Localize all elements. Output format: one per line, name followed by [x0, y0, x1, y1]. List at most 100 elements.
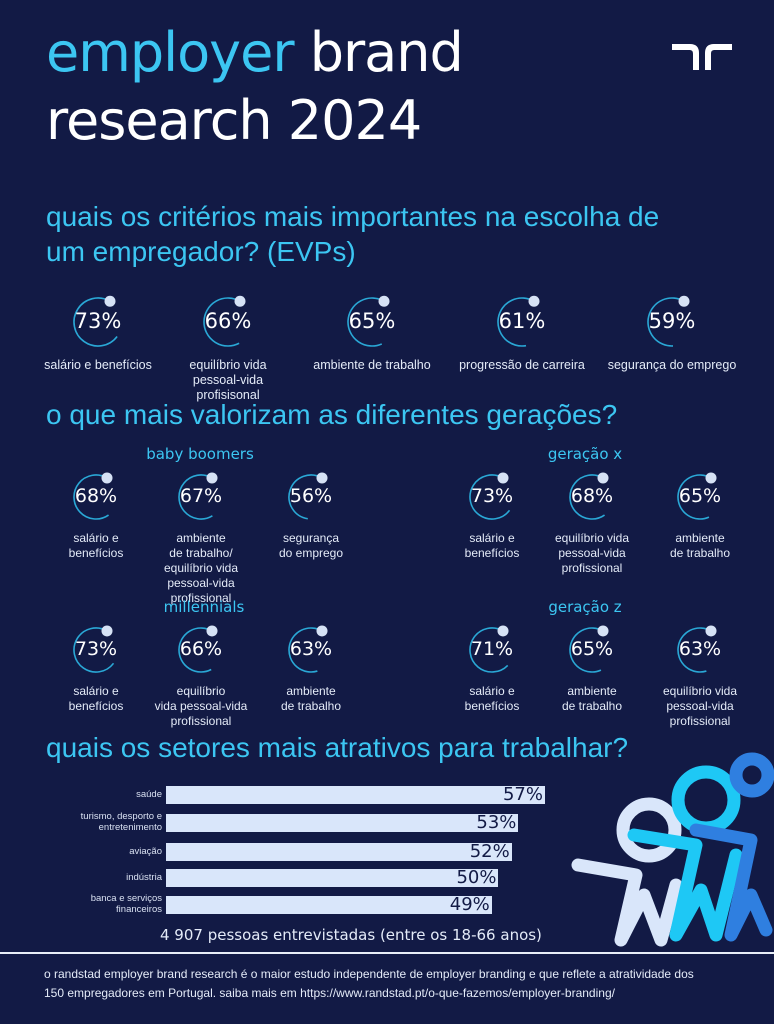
ring-label: ambiente de trabalho: [669, 531, 731, 560]
bar-value-label: 50%: [456, 867, 497, 888]
footer-line-1: o randstad employer brand research é o m…: [44, 967, 694, 981]
footer-line-2[interactable]: 150 empregadores em Portugal. saiba mais…: [44, 986, 615, 1000]
ring-percent: 59%: [648, 308, 696, 333]
ring-stat: 73% salário e benefícios: [427, 467, 557, 561]
ring-label: salário e benefícios: [44, 358, 152, 372]
ring-percent: 68%: [570, 485, 614, 508]
ring-label: ambiente de trabalho/ equilíbrio vida pe…: [163, 531, 239, 605]
ring-stat: 59% segurança do emprego: [607, 290, 737, 373]
progress-ring-icon: [347, 295, 390, 347]
bar-category-label: aviação: [129, 846, 162, 857]
section1-heading-2: um empregador? (EVPs): [46, 236, 356, 267]
bar-category-label: saúde: [136, 789, 162, 800]
ring-stat: 63% equilíbrio vida pessoal-vida profiss…: [635, 620, 765, 729]
progress-ring-icon: [288, 625, 328, 673]
progress-ring-icon: [677, 625, 717, 673]
footer-text: o randstad employer brand research é o m…: [44, 965, 770, 1003]
ring-label: salário e benefícios: [464, 684, 520, 713]
ring-stat: 67% ambiente de trabalho/ equilíbrio vid…: [136, 467, 266, 606]
progress-ring-icon: [469, 625, 509, 673]
bar: 52%: [166, 841, 512, 862]
progress-ring-icon: [73, 625, 115, 673]
title-employer: employer: [46, 21, 295, 84]
ring-percent: 67%: [179, 485, 223, 508]
ring-label: segurança do emprego: [607, 358, 737, 372]
section1-heading-1: quais os critérios mais importantes na e…: [46, 201, 660, 232]
ring-label: ambiente de trabalho: [561, 684, 623, 713]
progress-ring-icon: [569, 472, 609, 520]
sample-caption: 4 907 pessoas entrevistadas (entre os 18…: [160, 926, 542, 944]
progress-ring-icon: [288, 472, 328, 520]
people-figures-icon: [571, 752, 774, 947]
ring-stat: 66% equilíbrio vida pessoal-vida profiss…: [136, 620, 266, 729]
bar-row: saúde 57%: [0, 784, 774, 805]
bar-row: banca e serviços financeiros 49%: [0, 893, 774, 915]
ring-stat: 68% salário e benefícios: [31, 467, 161, 561]
generation-heading: baby boomers: [146, 445, 254, 463]
ring-label: ambiente de trabalho: [313, 358, 431, 372]
bar: 53%: [166, 812, 519, 833]
generation-heading: geração z: [548, 598, 622, 616]
ring-label: equilíbrio vida pessoal-vida profissiona…: [554, 531, 630, 575]
progress-ring-icon: [178, 625, 218, 673]
ring-percent: 65%: [348, 308, 396, 333]
ring-percent: 71%: [470, 638, 514, 661]
bar-value-label: 49%: [449, 894, 490, 915]
ring-percent: 73%: [74, 638, 118, 661]
progress-ring-icon: [73, 472, 113, 520]
ring-label: equilíbrio vida pessoal-vida profissiona…: [662, 684, 738, 728]
ring-percent: 73%: [74, 308, 122, 333]
ring-label: salário e benefícios: [68, 684, 124, 713]
ring-label: equilíbrio vida pessoal-vida profisisona…: [189, 358, 267, 402]
ring-stat: 65% ambiente de trabalho: [635, 467, 765, 561]
bar-category-label: banca e serviços financeiros: [90, 893, 162, 915]
bar: 49%: [166, 894, 492, 915]
divider: [0, 952, 774, 954]
section3-heading: quais os setores mais atrativos para tra…: [46, 732, 629, 763]
progress-ring-icon: [203, 295, 246, 347]
ring-percent: 63%: [289, 638, 333, 661]
ring-stat: 61% progressão de carreira: [457, 290, 587, 373]
ring-stat: 65% ambiente de trabalho: [527, 620, 657, 714]
ring-stat: 56% segurança do emprego: [246, 467, 376, 561]
progress-ring-icon: [647, 295, 690, 347]
ring-percent: 61%: [498, 308, 546, 333]
progress-ring-icon: [497, 295, 540, 347]
bar-category-label: indústria: [126, 872, 162, 883]
ring-percent: 66%: [204, 308, 252, 333]
ring-label: salário e benefícios: [464, 531, 520, 560]
ring-label: progressão de carreira: [459, 358, 585, 372]
progress-ring-icon: [178, 472, 218, 520]
generation-heading: millennials: [163, 598, 245, 616]
ring-percent: 63%: [678, 638, 722, 661]
bar-value-label: 57%: [502, 784, 543, 805]
ring-stat: 73% salário e benefícios: [33, 290, 163, 373]
ring-stat: 66% equilíbrio vida pessoal-vida profisi…: [163, 290, 293, 403]
randstad-logo-icon: [672, 44, 732, 70]
ring-label: equilíbrio vida pessoal-vida profissiona…: [154, 684, 248, 728]
section2-heading: o que mais valorizam as diferentes geraç…: [46, 399, 618, 430]
ring-percent: 65%: [678, 485, 722, 508]
ring-stat: 65% ambiente de trabalho: [307, 290, 437, 373]
bar: 57%: [166, 784, 545, 805]
bar-row: aviação 52%: [0, 841, 774, 862]
bar-value-label: 53%: [476, 812, 517, 833]
bar-category-label: turismo, desporto e entretenimento: [80, 811, 162, 833]
bar-value-label: 52%: [469, 841, 510, 862]
title-line-1: employer brand: [46, 26, 464, 80]
ring-stat: 71% salário e benefícios: [427, 620, 557, 714]
ring-percent: 73%: [470, 485, 514, 508]
ring-stat: 73% salário e benefícios: [31, 620, 161, 714]
progress-ring-icon: [677, 472, 717, 520]
bar-row: turismo, desporto e entretenimento 53%: [0, 811, 774, 833]
progress-ring-icon: [569, 625, 609, 673]
ring-label: segurança do emprego: [278, 531, 344, 560]
ring-percent: 56%: [289, 485, 333, 508]
ring-percent: 66%: [179, 638, 223, 661]
title-brand: brand: [309, 21, 464, 84]
progress-ring-icon: [469, 472, 511, 520]
ring-percent: 65%: [570, 638, 614, 661]
progress-ring-icon: [73, 295, 118, 347]
generation-heading: geração x: [547, 445, 623, 463]
ring-stat: 68% equilíbrio vida pessoal-vida profiss…: [527, 467, 657, 576]
